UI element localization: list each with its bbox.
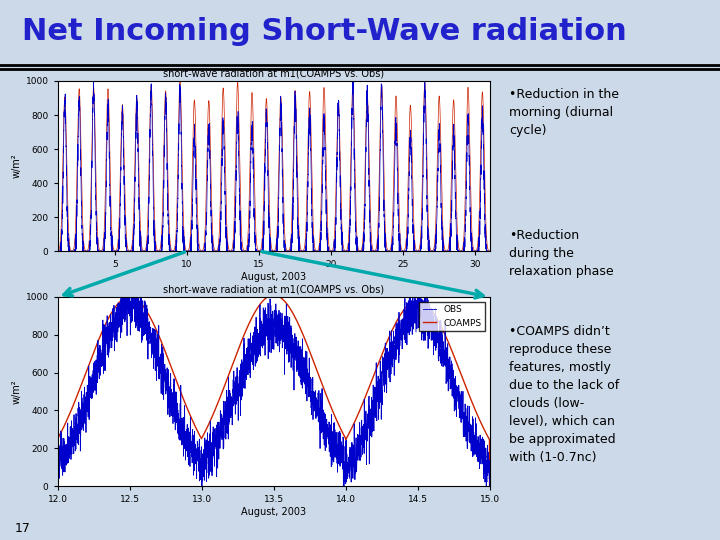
Title: short-wave radiation at m1(COAMPS vs. Obs): short-wave radiation at m1(COAMPS vs. Ob… bbox=[163, 69, 384, 79]
Text: 17: 17 bbox=[14, 522, 30, 535]
Text: •COAMPS didn’t
reproduce these
features, mostly
due to the lack of
clouds (low-
: •COAMPS didn’t reproduce these features,… bbox=[509, 325, 619, 464]
OBS bbox=[219, 425, 228, 431]
COAMPS bbox=[269, 292, 278, 299]
Text: Net Incoming Short-Wave radiation: Net Incoming Short-Wave radiation bbox=[22, 17, 626, 46]
Legend: OBS, COAMPS: OBS, COAMPS bbox=[419, 301, 485, 331]
COAMPS bbox=[485, 483, 494, 489]
Text: •Reduction
during the
relaxation phase: •Reduction during the relaxation phase bbox=[509, 230, 613, 279]
OBS bbox=[118, 277, 127, 284]
OBS bbox=[53, 453, 62, 459]
OBS bbox=[128, 289, 137, 296]
Y-axis label: w/m²: w/m² bbox=[12, 379, 22, 404]
COAMPS bbox=[128, 294, 137, 301]
OBS bbox=[102, 326, 111, 333]
COAMPS bbox=[219, 386, 228, 393]
OBS bbox=[238, 369, 246, 375]
X-axis label: August, 2003: August, 2003 bbox=[241, 507, 306, 517]
COAMPS bbox=[238, 337, 246, 343]
Y-axis label: w/m²: w/m² bbox=[12, 154, 22, 178]
X-axis label: August, 2003: August, 2003 bbox=[241, 272, 306, 282]
OBS bbox=[485, 483, 494, 489]
COAMPS bbox=[477, 420, 485, 427]
Text: •Reduction in the
morning (diurnal
cycle): •Reduction in the morning (diurnal cycle… bbox=[509, 88, 619, 137]
Line: COAMPS: COAMPS bbox=[58, 295, 490, 486]
OBS bbox=[477, 444, 486, 450]
Title: short-wave radiation at m1(COAMPS vs. Obs): short-wave radiation at m1(COAMPS vs. Ob… bbox=[163, 285, 384, 295]
COAMPS bbox=[431, 312, 439, 318]
Line: OBS: OBS bbox=[58, 280, 490, 486]
COAMPS bbox=[53, 436, 62, 442]
OBS bbox=[197, 483, 206, 489]
COAMPS bbox=[102, 318, 111, 325]
OBS bbox=[431, 342, 439, 349]
